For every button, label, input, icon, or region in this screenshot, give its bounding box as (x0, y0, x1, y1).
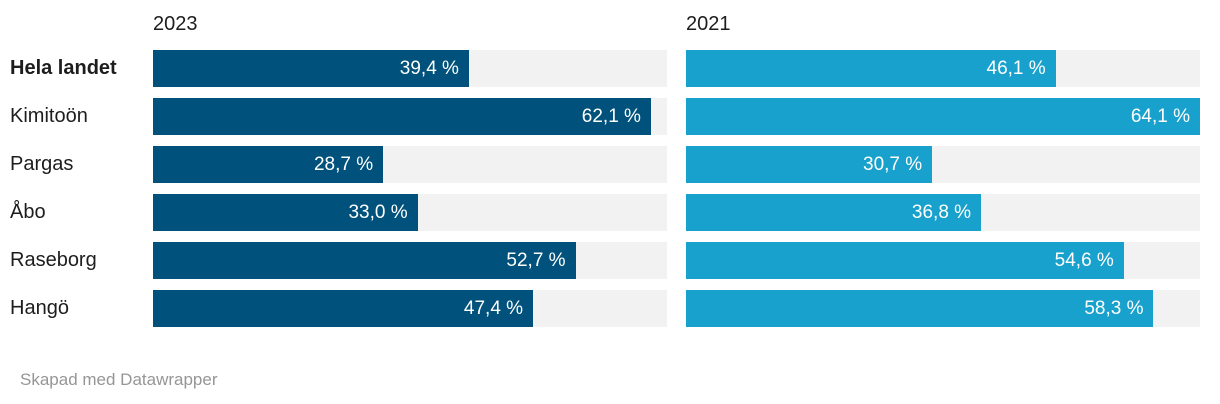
bar[interactable]: 52,7 % (153, 242, 576, 279)
bar-track: 28,7 % (153, 146, 667, 183)
chart-row: Raseborg 52,7 % 54,6 % (10, 242, 1220, 279)
bar-value-label: 62,1 % (581, 105, 641, 127)
bar-track: 47,4 % (153, 290, 667, 327)
category-label: Hangö (10, 297, 69, 319)
bar[interactable]: 33,0 % (153, 194, 418, 231)
bar-value-label: 52,7 % (506, 249, 566, 271)
bar-track: 58,3 % (686, 290, 1200, 327)
bar-track: 33,0 % (153, 194, 667, 231)
attribution-credit: Skapad med Datawrapper (20, 370, 218, 389)
bar-value-label: 54,6 % (1054, 249, 1114, 271)
bar-chart: 2023 2021 Hela landet 39,4 % 46,1 % Kimitoö… (10, 10, 1220, 389)
category-label: Raseborg (10, 249, 97, 271)
bar-track: 52,7 % (153, 242, 667, 279)
bar-value-label: 64,1 % (1130, 105, 1190, 127)
chart-rows: Hela landet 39,4 % 46,1 % Kimitoön 62,1 % 64,… (10, 50, 1220, 327)
bar-track: 39,4 % (153, 50, 667, 87)
category-label: Pargas (10, 153, 74, 175)
bar-track: 54,6 % (686, 242, 1200, 279)
category-label: Kimitoön (10, 105, 88, 127)
bar[interactable]: 39,4 % (153, 50, 469, 87)
category-label: Hela landet (10, 57, 117, 79)
bar[interactable]: 47,4 % (153, 290, 534, 327)
column-headers: 2023 2021 (10, 10, 1220, 50)
column-header-2021: 2021 (686, 13, 731, 35)
bar-track: 62,1 % (153, 98, 667, 135)
bar-value-label: 33,0 % (348, 201, 408, 223)
bar[interactable]: 46,1 % (686, 50, 1056, 87)
bar[interactable]: 54,6 % (686, 242, 1124, 279)
bar-value-label: 46,1 % (986, 57, 1046, 79)
bar[interactable]: 62,1 % (153, 98, 651, 135)
bar[interactable]: 64,1 % (686, 98, 1200, 135)
bar-track: 30,7 % (686, 146, 1200, 183)
bar-track: 36,8 % (686, 194, 1200, 231)
chart-row: Kimitoön 62,1 % 64,1 % (10, 98, 1220, 135)
column-header-2023: 2023 (153, 13, 198, 35)
chart-row: Hela landet 39,4 % 46,1 % (10, 50, 1220, 87)
bar[interactable]: 28,7 % (153, 146, 384, 183)
bar[interactable]: 58,3 % (686, 290, 1154, 327)
category-label: Åbo (10, 201, 46, 223)
chart-row: Hangö 47,4 % 58,3 % (10, 290, 1220, 327)
chart-row: Åbo 33,0 % 36,8 % (10, 194, 1220, 231)
bar-value-label: 39,4 % (399, 57, 459, 79)
bar-value-label: 47,4 % (463, 297, 524, 319)
bar-track: 64,1 % (686, 98, 1200, 135)
bar-value-label: 30,7 % (863, 153, 923, 175)
chart-row: Pargas 28,7 % 30,7 % (10, 146, 1220, 183)
bar-track: 46,1 % (686, 50, 1200, 87)
bar[interactable]: 30,7 % (686, 146, 933, 183)
bar-value-label: 36,8 % (911, 201, 972, 223)
bar-value-label: 28,7 % (313, 153, 374, 175)
bar[interactable]: 36,8 % (686, 194, 982, 231)
bar-value-label: 58,3 % (1084, 297, 1144, 319)
